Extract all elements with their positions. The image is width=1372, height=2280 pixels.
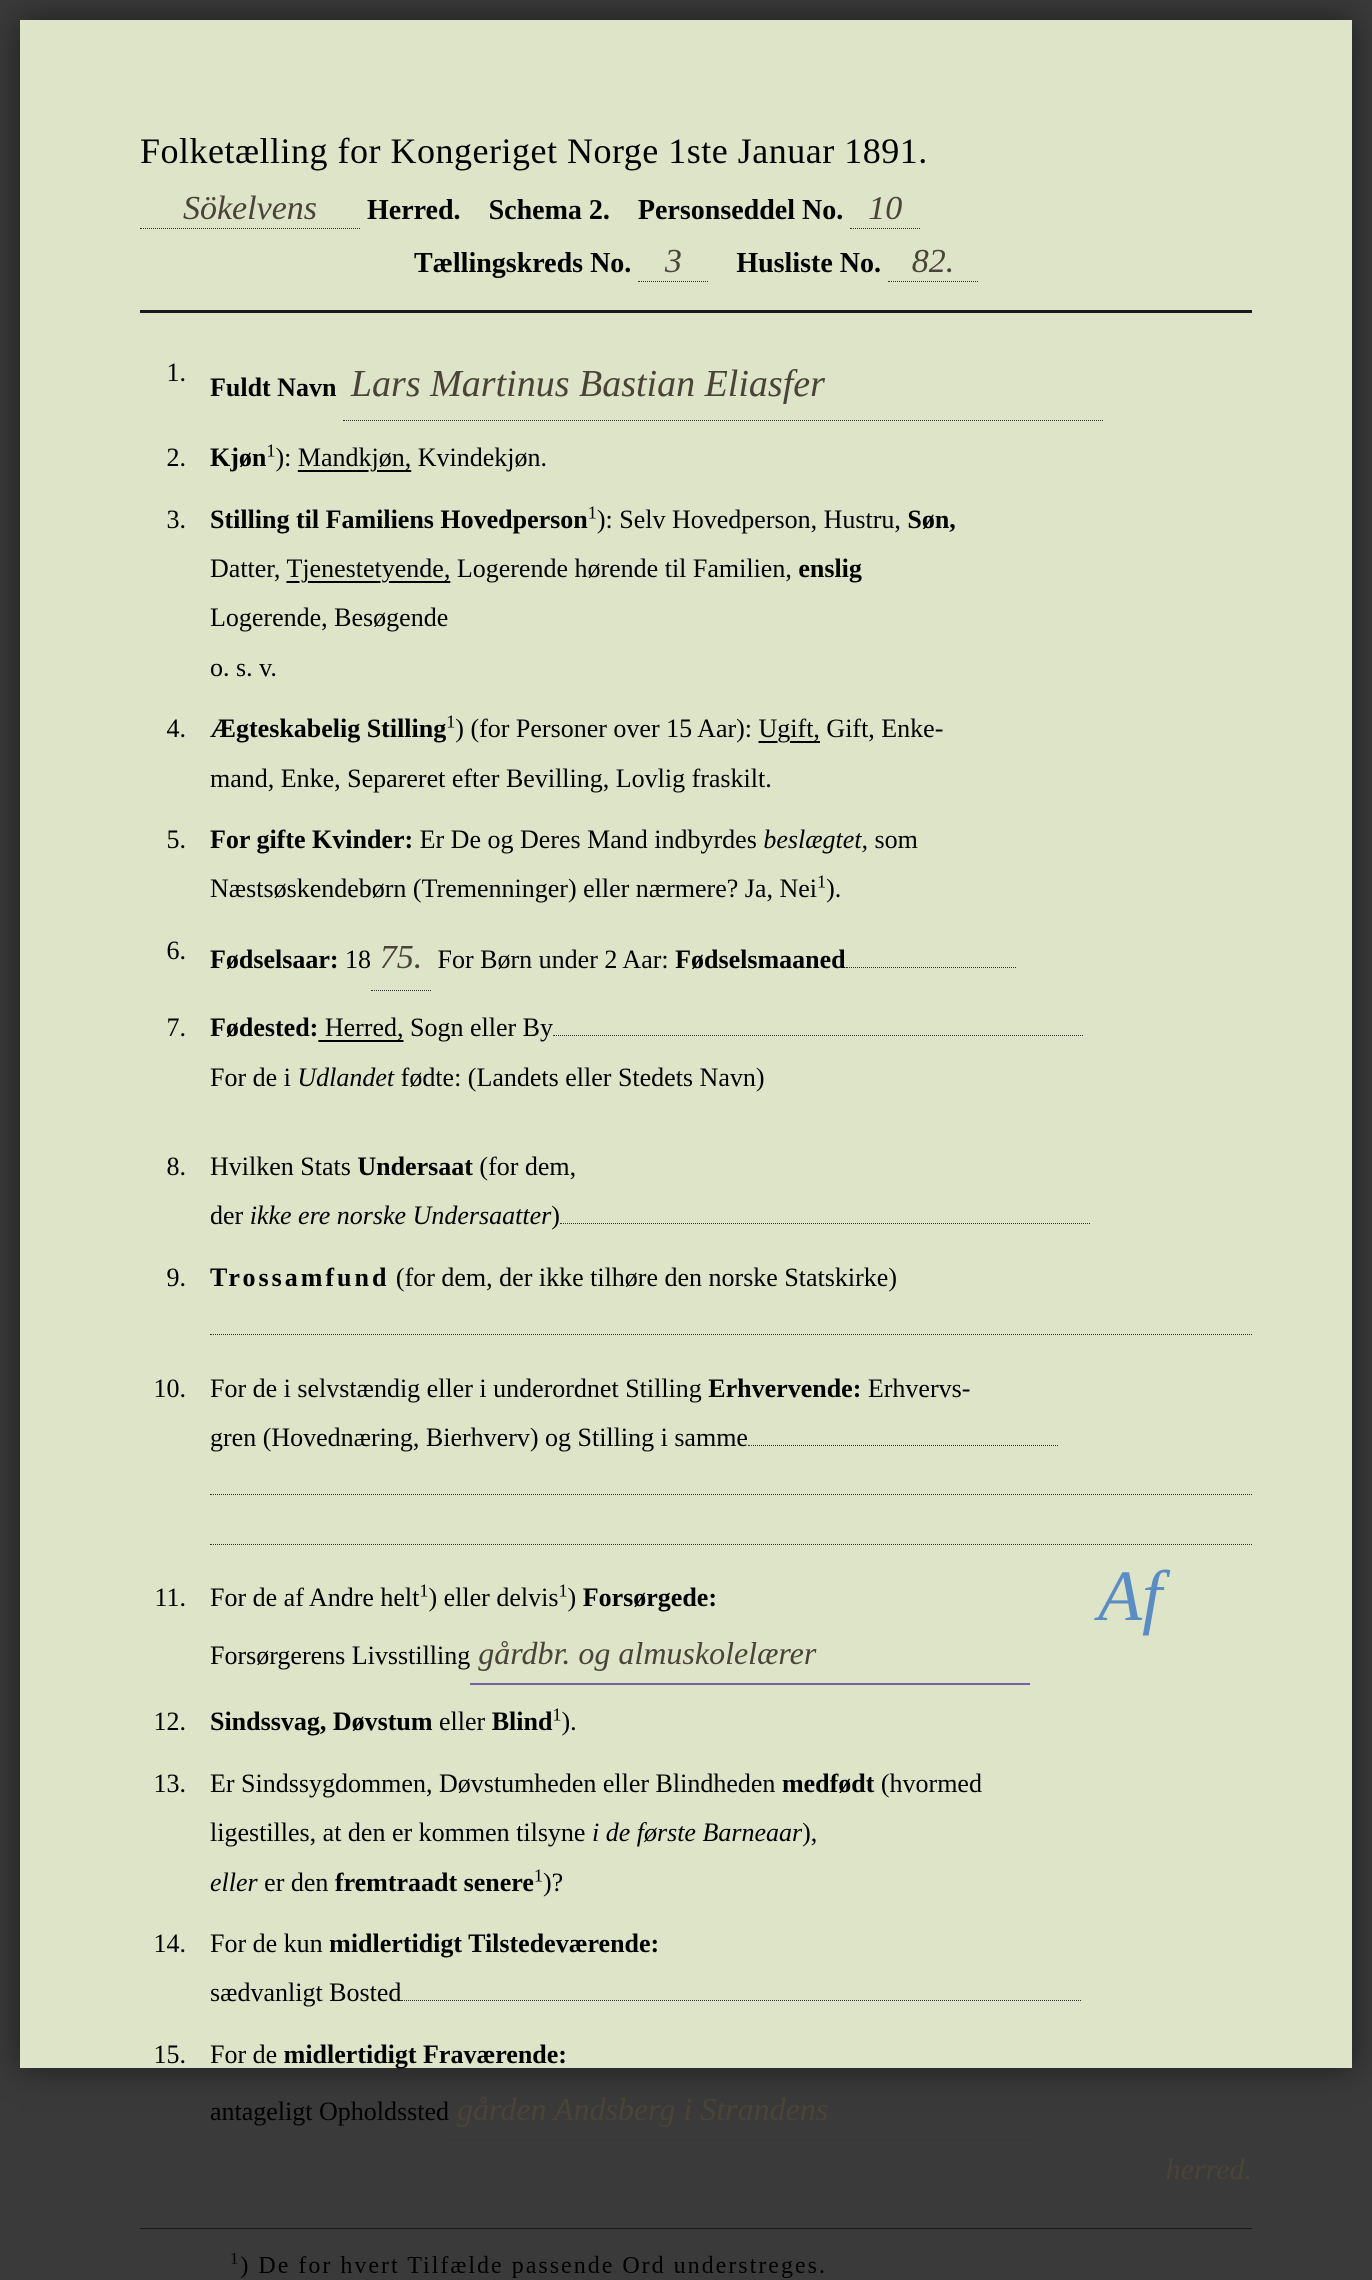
item-4: 4. Ægteskabelig Stilling1) (for Personer… xyxy=(140,704,1252,803)
herred-label: Herred. xyxy=(367,195,461,226)
item-12: 12. Sindssvag, Døvstum eller Blind1). xyxy=(140,1697,1252,1746)
footnote: 1) De for hvert Tilfælde passende Ord un… xyxy=(230,2249,1252,2280)
footer-rule xyxy=(140,2228,1252,2229)
q11-livsstilling: gårdbr. og almuskolelærer xyxy=(470,1623,1030,1686)
item-5: 5. For gifte Kvinder: Er De og Deres Man… xyxy=(140,815,1252,914)
main-title: Folketælling for Kongeriget Norge 1ste J… xyxy=(140,130,1252,172)
item-2: 2. Kjøn1): Mandkjøn, Kvindekjøn. xyxy=(140,433,1252,482)
herred-handwritten: Sökelvens xyxy=(140,190,360,229)
header-rule xyxy=(140,310,1252,313)
subheader-1: Sökelvens Herred. Schema 2. Personseddel… xyxy=(140,190,1252,229)
item-1: 1. Fuldt Navn Lars Martinus Bastian Elia… xyxy=(140,348,1252,421)
q2-mandkjon: Mandkjøn, xyxy=(298,443,411,472)
subheader-2: Tællingskreds No. 3 Husliste No. 82. xyxy=(140,243,1252,282)
item-14: 14. For de kun midlertidigt Tilstedevære… xyxy=(140,1919,1252,2018)
husliste-no: 82. xyxy=(888,243,978,282)
item-11: 11. For de af Andre helt1) eller delvis1… xyxy=(140,1573,1252,1685)
form-header: Folketælling for Kongeriget Norge 1ste J… xyxy=(140,130,1252,282)
item-10: 10. For de i selvstændig eller i underor… xyxy=(140,1364,1252,1562)
q1-name-value: Lars Martinus Bastian Eliasfer xyxy=(343,348,1103,421)
item-8: 8. Hvilken Stats Undersaat (for dem, der… xyxy=(140,1142,1252,1241)
item-15: 15. For de midlertidigt Fraværende: anta… xyxy=(140,2030,1252,2198)
personseddel-no: 10 xyxy=(850,190,920,229)
schema-label: Schema 2. xyxy=(489,195,610,226)
q1-label: Fuldt Navn xyxy=(210,373,336,402)
item-7: 7. Fødested: Herred, Sogn eller By For d… xyxy=(140,1003,1252,1102)
kreds-label: Tællingskreds No. xyxy=(414,248,631,279)
husliste-label: Husliste No. xyxy=(736,248,881,279)
item-6: 6. Fødselsaar: 1875. For Børn under 2 Aa… xyxy=(140,926,1252,992)
form-items: 1. Fuldt Navn Lars Martinus Bastian Elia… xyxy=(140,348,1252,2198)
personseddel-label: Personseddel No. xyxy=(638,195,843,226)
blue-initials: Af xyxy=(1098,1555,1162,1638)
census-form-page: Folketælling for Kongeriget Norge 1ste J… xyxy=(20,20,1352,2068)
item-13: 13. Er Sindssygdommen, Døvstumheden elle… xyxy=(140,1759,1252,1907)
q15-opholdssted-2: herred. xyxy=(1166,2153,1252,2186)
item-9: 9. Trossamfund (for dem, der ikke tilhør… xyxy=(140,1253,1252,1352)
kreds-no: 3 xyxy=(638,243,708,282)
q15-opholdssted: gården Andsberg i Strandens xyxy=(449,2079,1029,2141)
q6-year: 75. xyxy=(371,926,431,992)
item-3: 3. Stilling til Familiens Hovedperson1):… xyxy=(140,495,1252,693)
